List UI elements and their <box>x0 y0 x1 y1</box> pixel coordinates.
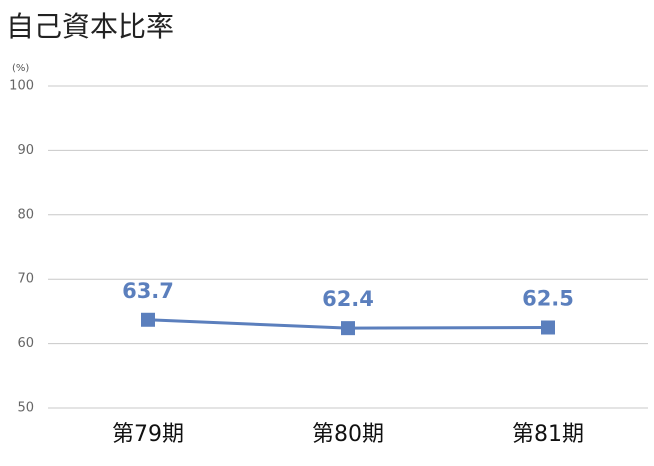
y-tick-label: 60 <box>17 336 34 351</box>
data-label: 62.4 <box>322 287 374 311</box>
chart-title: 自己資本比率 <box>6 10 174 43</box>
y-axis-label: (%) <box>12 63 29 74</box>
data-point <box>341 321 355 336</box>
y-tick-label: 50 <box>17 401 34 416</box>
x-tick-label: 第81期 <box>512 422 584 447</box>
y-tick-label: 80 <box>17 207 34 222</box>
x-tick-label: 第80期 <box>312 422 384 447</box>
data-label: 62.5 <box>522 287 574 311</box>
y-tick-label: 100 <box>9 79 34 94</box>
y-tick-label: 70 <box>17 272 34 287</box>
data-label: 63.7 <box>122 279 174 303</box>
data-point <box>541 320 555 335</box>
x-tick-label: 第79期 <box>112 422 184 447</box>
y-tick-label: 90 <box>17 143 34 158</box>
data-point <box>141 312 155 327</box>
